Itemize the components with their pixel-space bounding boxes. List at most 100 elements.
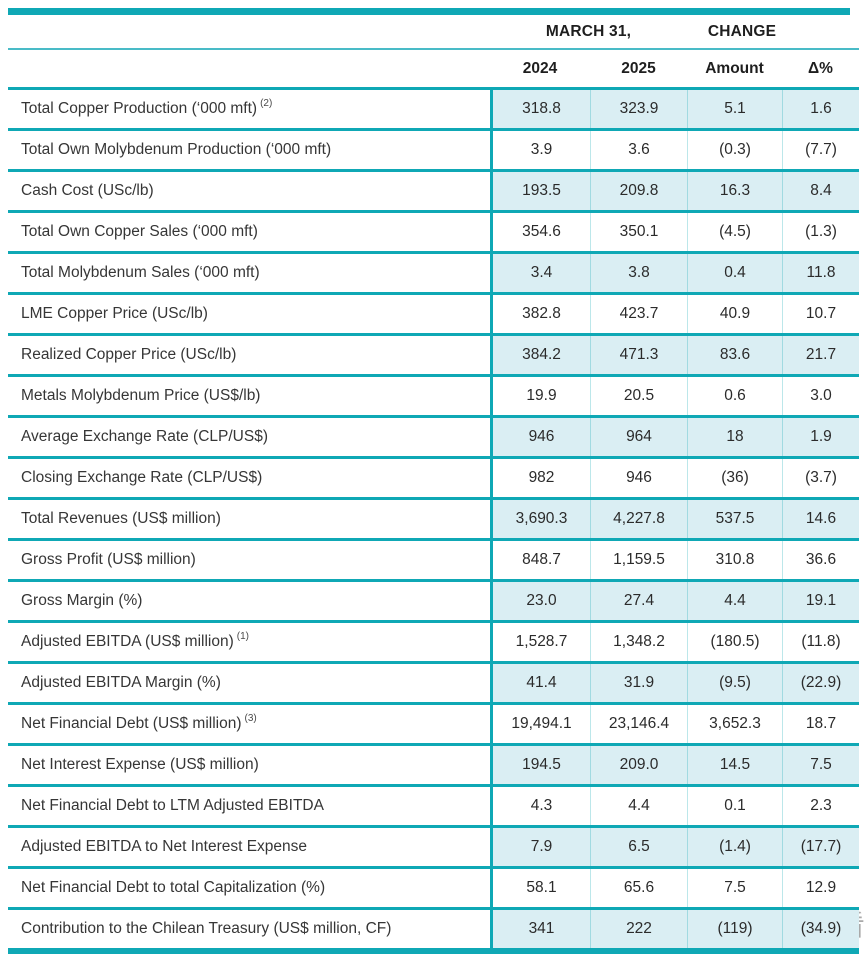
value-2025: 3.6 xyxy=(590,131,687,169)
value-amount: 0.6 xyxy=(687,377,782,415)
value-2024: 3.9 xyxy=(490,131,590,169)
col-header-2025: 2025 xyxy=(621,59,656,77)
value-2024: 23.0 xyxy=(490,582,590,620)
footnote-ref: (2) xyxy=(260,97,273,109)
value-amount: (36) xyxy=(687,459,782,497)
table-row: Total Own Molybdenum Production (‘000 mf… xyxy=(8,128,859,169)
value-2025: 27.4 xyxy=(590,582,687,620)
financial-summary-table: MARCH 31, CHANGE 2024 2025 Amount Δ% Tot… xyxy=(8,8,865,954)
value-delta-pct: 36.6 xyxy=(782,541,859,579)
table-row: Gross Margin (%) 23.0 27.4 4.4 19.1 xyxy=(8,579,859,620)
value-delta-pct: (17.7) xyxy=(782,828,859,866)
row-label: Realized Copper Price (USc/lb) xyxy=(21,346,237,363)
value-2024: 382.8 xyxy=(490,295,590,333)
value-2025: 423.7 xyxy=(590,295,687,333)
value-2024: 3.4 xyxy=(490,254,590,292)
row-label: Total Own Molybdenum Production (‘000 mf… xyxy=(21,141,332,158)
value-2025: 946 xyxy=(590,459,687,497)
value-2025: 3.8 xyxy=(590,254,687,292)
value-2024: 946 xyxy=(490,418,590,456)
column-header-row: 2024 2025 Amount Δ% xyxy=(8,50,859,87)
value-2025: 31.9 xyxy=(590,664,687,702)
value-delta-pct: 21.7 xyxy=(782,336,859,374)
value-2024: 194.5 xyxy=(490,746,590,784)
value-2024: 848.7 xyxy=(490,541,590,579)
row-label: Net Financial Debt to LTM Adjusted EBITD… xyxy=(21,797,324,814)
value-2025: 4,227.8 xyxy=(590,500,687,538)
col-header-2024: 2024 xyxy=(522,59,558,77)
row-label: Total Own Copper Sales (‘000 mft) xyxy=(21,223,258,240)
change-group-header: CHANGE xyxy=(707,22,777,40)
header-divider-thin xyxy=(8,48,859,50)
table-row: Adjusted EBITDA (US$ million) (1) 1,528.7… xyxy=(8,620,859,661)
table-top-border xyxy=(8,8,850,15)
value-delta-pct: 1.6 xyxy=(782,90,859,128)
value-2025: 222 xyxy=(590,910,687,948)
table-row: Net Financial Debt (US$ million) (3) 19,4… xyxy=(8,702,859,743)
value-delta-pct: 11.8 xyxy=(782,254,859,292)
value-2024: 341 xyxy=(490,910,590,948)
value-2025: 323.9 xyxy=(590,90,687,128)
table-row: Cash Cost (USc/lb) 193.5 209.8 16.3 8.4 xyxy=(8,169,859,210)
row-label: Adjusted EBITDA Margin (%) xyxy=(21,674,221,691)
value-delta-pct: (7.7) xyxy=(782,131,859,169)
value-2024: 384.2 xyxy=(490,336,590,374)
value-2025: 20.5 xyxy=(590,377,687,415)
row-label: Net Interest Expense (US$ million) xyxy=(21,756,259,773)
row-label: Total Molybdenum Sales (‘000 mft) xyxy=(21,264,260,281)
table-row: LME Copper Price (USc/lb) 382.8 423.7 40… xyxy=(8,292,859,333)
row-label: Adjusted EBITDA to Net Interest Expense xyxy=(21,838,308,855)
value-amount: (9.5) xyxy=(687,664,782,702)
value-2025: 209.0 xyxy=(590,746,687,784)
value-delta-pct: 10.7 xyxy=(782,295,859,333)
value-amount: 0.1 xyxy=(687,787,782,825)
value-amount: 40.9 xyxy=(687,295,782,333)
table-row: Net Interest Expense (US$ million) 194.5… xyxy=(8,743,859,784)
col-header-amount: Amount xyxy=(705,59,764,77)
value-amount: 310.8 xyxy=(687,541,782,579)
value-amount: 7.5 xyxy=(687,869,782,907)
value-2024: 7.9 xyxy=(490,828,590,866)
value-2024: 193.5 xyxy=(490,172,590,210)
value-amount: 537.5 xyxy=(687,500,782,538)
group-header-row: MARCH 31, CHANGE xyxy=(8,15,859,48)
value-2024: 982 xyxy=(490,459,590,497)
table-row: Net Financial Debt to total Capitalizati… xyxy=(8,866,859,907)
table-row: Metals Molybdenum Price (US$/lb) 19.9 20… xyxy=(8,374,859,415)
table-row: Average Exchange Rate (CLP/US$) 946 964 … xyxy=(8,415,859,456)
value-delta-pct: (22.9) xyxy=(782,664,859,702)
value-amount: 16.3 xyxy=(687,172,782,210)
value-amount: (1.4) xyxy=(687,828,782,866)
value-2025: 471.3 xyxy=(590,336,687,374)
value-2025: 1,159.5 xyxy=(590,541,687,579)
value-delta-pct: 14.6 xyxy=(782,500,859,538)
value-amount: (4.5) xyxy=(687,213,782,251)
row-label: Metals Molybdenum Price (US$/lb) xyxy=(21,387,261,404)
value-2025: 23,146.4 xyxy=(590,705,687,743)
table-row: Gross Profit (US$ million) 848.7 1,159.5… xyxy=(8,538,859,579)
value-2024: 19.9 xyxy=(490,377,590,415)
value-2024: 19,494.1 xyxy=(490,705,590,743)
value-delta-pct: 7.5 xyxy=(782,746,859,784)
value-amount: (0.3) xyxy=(687,131,782,169)
value-delta-pct: 18.7 xyxy=(782,705,859,743)
value-2025: 4.4 xyxy=(590,787,687,825)
value-delta-pct: (11.8) xyxy=(782,623,859,661)
table-row: Total Copper Production (‘000 mft) (2) 31… xyxy=(8,87,859,128)
value-2025: 964 xyxy=(590,418,687,456)
value-delta-pct: (1.3) xyxy=(782,213,859,251)
value-2025: 350.1 xyxy=(590,213,687,251)
row-label: LME Copper Price (USc/lb) xyxy=(21,305,208,322)
value-2024: 58.1 xyxy=(490,869,590,907)
table-row: Total Revenues (US$ million) 3,690.3 4,2… xyxy=(8,497,859,538)
value-2024: 354.6 xyxy=(490,213,590,251)
col-header-delta-pct: Δ% xyxy=(808,59,833,77)
value-delta-pct: 3.0 xyxy=(782,377,859,415)
row-label: Net Financial Debt to total Capitalizati… xyxy=(21,879,326,896)
footnote-ref: (1) xyxy=(236,630,250,642)
value-amount: 0.4 xyxy=(687,254,782,292)
table-row: Total Own Copper Sales (‘000 mft) 354.6 … xyxy=(8,210,859,251)
row-label: Gross Margin (%) xyxy=(21,592,143,609)
value-2024: 1,528.7 xyxy=(490,623,590,661)
value-amount: 3,652.3 xyxy=(687,705,782,743)
